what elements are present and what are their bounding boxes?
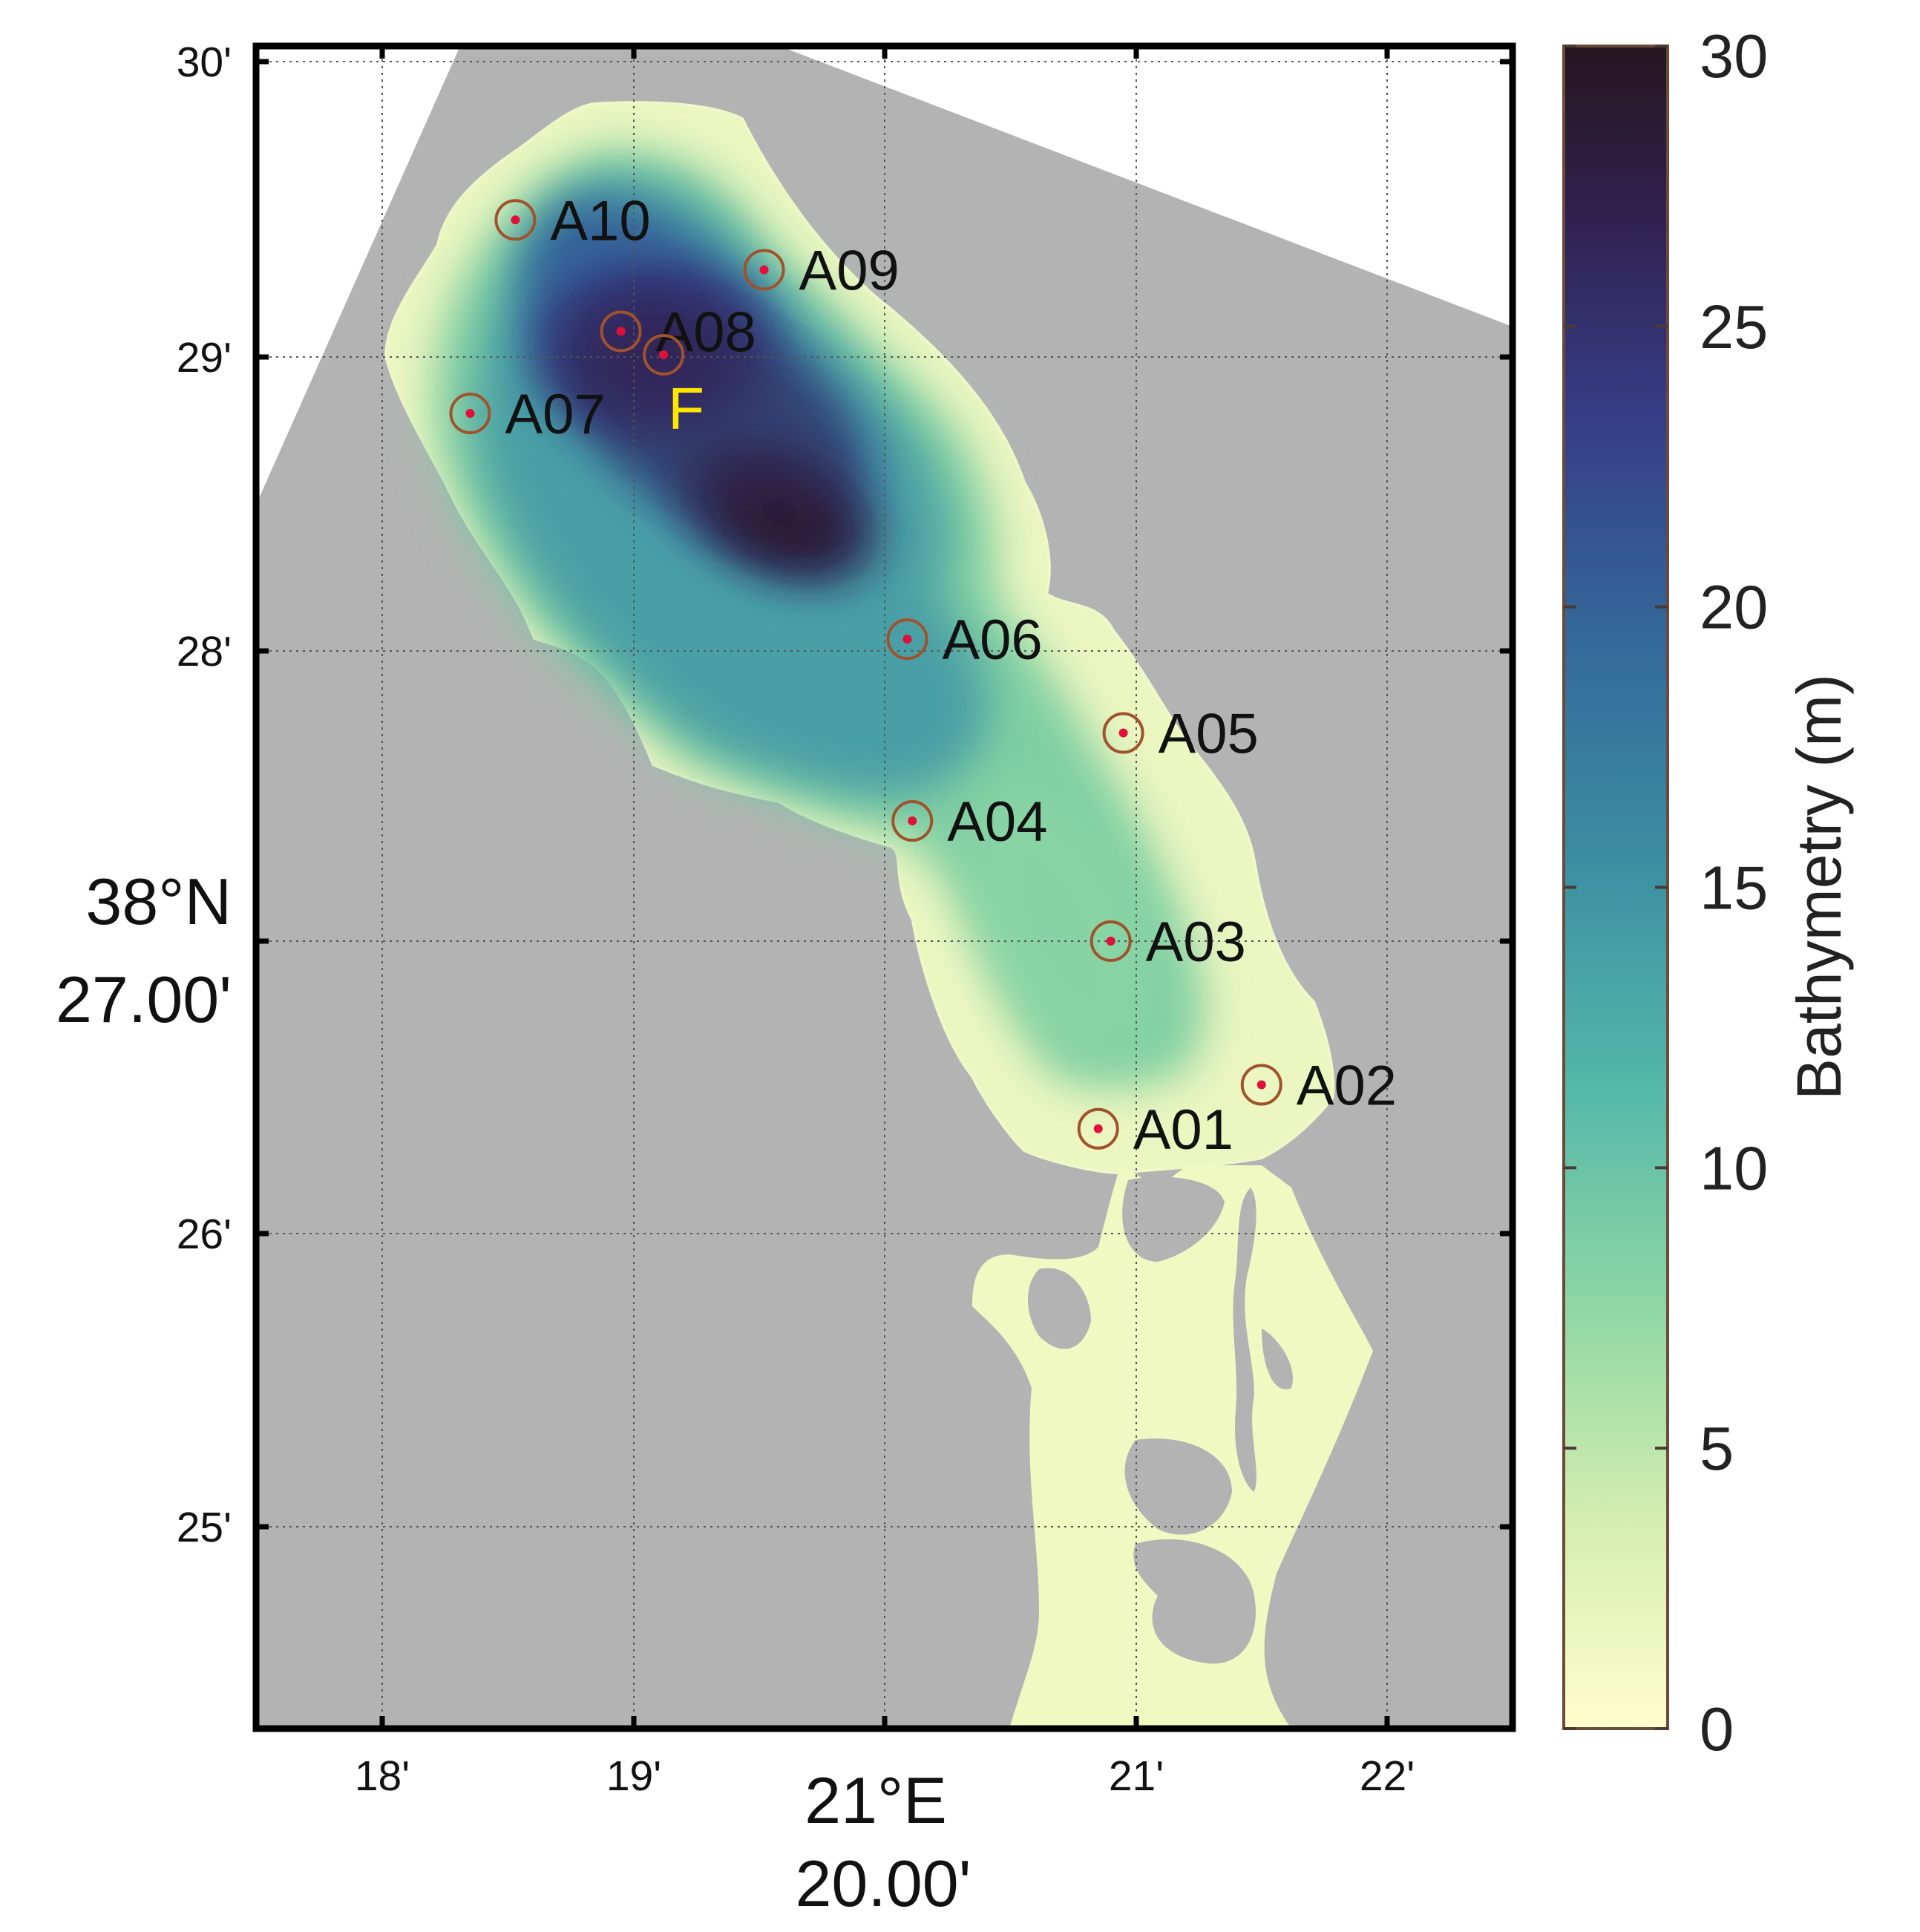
station-label: A06: [942, 609, 1042, 672]
island: [1124, 1438, 1232, 1535]
station-ring: [886, 618, 928, 661]
station-ring: [891, 800, 934, 842]
station-label: A04: [947, 790, 1047, 854]
lon-tick-label: 18': [355, 1752, 410, 1800]
marker-label: F: [668, 376, 704, 442]
lon-tick-label: 19': [606, 1752, 661, 1800]
station-marker-a10: A10: [494, 189, 651, 252]
station-ring: [1102, 712, 1144, 754]
colorbar-tick-label: 10: [1700, 1133, 1768, 1202]
station-dot: [1256, 1080, 1266, 1090]
lat-tick-label: 29': [177, 334, 232, 382]
station-ring: [1077, 1107, 1119, 1150]
lat-tick-label: 26': [177, 1211, 232, 1258]
map-plot-area: A01 A02 A03 A04 A05 A06 A07 A08 A09 A10 F: [256, 46, 1513, 1729]
grid-lines: [256, 46, 1513, 1729]
station-marker-a01: A01: [1077, 1098, 1233, 1162]
station-label: A10: [550, 189, 650, 252]
station-dot: [759, 265, 769, 275]
station-label: A03: [1146, 911, 1246, 974]
station-marker-a06: A06: [886, 609, 1043, 672]
station-dot: [1118, 728, 1128, 738]
station-ring: [743, 249, 785, 291]
lon-tick-label: 21': [1109, 1752, 1164, 1800]
lat-tick-label: 25': [177, 1504, 232, 1551]
island: [1122, 1176, 1225, 1262]
colorbar-tick-label: 20: [1700, 573, 1768, 642]
lat-tick-label: 28': [177, 628, 232, 675]
station-ring: [449, 393, 491, 434]
station-dot: [908, 816, 917, 826]
station-markers: A01 A02 A03 A04 A05 A06 A07 A08 A09 A10 F: [449, 189, 1397, 1162]
station-label: A07: [505, 383, 605, 446]
station-marker-a03: A03: [1090, 911, 1246, 974]
station-label: A09: [799, 239, 900, 302]
station-label: A02: [1297, 1055, 1397, 1118]
station-label: A05: [1159, 703, 1259, 766]
station-dot: [511, 215, 520, 225]
colorbar-tick-label: 5: [1700, 1414, 1734, 1483]
longitude-tick-labels: 18' 19' 21' 22': [355, 1752, 1415, 1800]
colorbar: 0 5 10 15 20 25 30 Bathymetry (m): [1562, 22, 1854, 1764]
station-marker-a07: A07: [449, 383, 606, 446]
longitude-degree-label: 21°E: [805, 1764, 947, 1837]
depth-layer-deep2: [570, 306, 855, 525]
latitude-degree-label: 38°N: [85, 865, 232, 938]
station-ring: [600, 310, 642, 353]
latitude-minute-label: 27.00': [56, 963, 232, 1036]
colorbar-tick-label: 25: [1700, 292, 1768, 361]
colorbar-tick-label: 15: [1700, 854, 1768, 923]
station-marker-a08: A08: [600, 301, 756, 364]
island: [1233, 1188, 1256, 1492]
station-ring: [494, 199, 537, 241]
colorbar-tick-label: 30: [1700, 22, 1768, 91]
station-dot: [1093, 1124, 1103, 1133]
station-marker-a05: A05: [1102, 703, 1259, 766]
colorbar-title: Bathymetry (m): [1784, 674, 1854, 1100]
station-dot: [616, 327, 626, 336]
marker-dot: [659, 350, 669, 359]
station-dot: [902, 635, 912, 644]
longitude-minute-label: 20.00': [795, 1847, 971, 1920]
lat-tick-label: 30': [177, 39, 232, 86]
colorbar-tick-label: 0: [1700, 1694, 1734, 1764]
colorbar-ticks: 0 5 10 15 20 25 30: [1564, 22, 1768, 1764]
marker-ring: [643, 334, 685, 376]
special-marker-f: F: [643, 334, 704, 442]
station-ring: [1240, 1064, 1282, 1106]
island: [1133, 1539, 1256, 1664]
axis-ticks: [256, 46, 1513, 1729]
lon-tick-label: 22': [1360, 1752, 1415, 1800]
station-marker-a04: A04: [891, 790, 1047, 854]
station-dot: [1106, 937, 1115, 946]
depth-layer-south: [964, 788, 1159, 1067]
island: [1028, 1268, 1091, 1349]
colorbar-gradient: [1562, 45, 1669, 1730]
station-marker-a02: A02: [1240, 1055, 1397, 1118]
latitude-tick-labels: 30' 29' 28' 26' 25': [177, 39, 232, 1551]
station-label: A08: [656, 301, 756, 364]
station-dot: [465, 409, 475, 418]
station-marker-a09: A09: [743, 239, 900, 302]
island: [1262, 1329, 1293, 1389]
station-ring: [1090, 920, 1132, 962]
station-label: A01: [1133, 1098, 1233, 1162]
